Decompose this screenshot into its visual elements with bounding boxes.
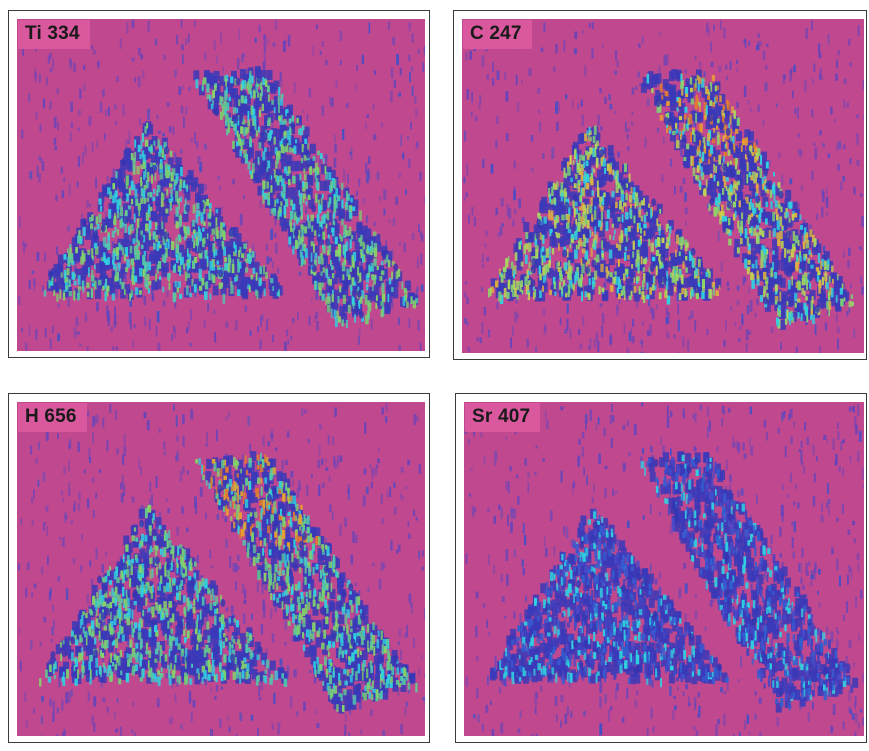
signal-pattern <box>43 66 419 329</box>
panel-label-ti: Ti 334 <box>18 20 90 49</box>
signal-pattern <box>487 451 859 713</box>
map-image-c <box>462 19 864 353</box>
panel-c: C 247 <box>453 10 867 360</box>
elemental-map-ti <box>17 19 425 351</box>
panel-sr: Sr 407 <box>455 393 867 743</box>
panel-label-c: C 247 <box>463 20 532 49</box>
elemental-map-h <box>17 402 425 736</box>
elemental-map-sr <box>464 402 864 736</box>
elemental-map-c <box>462 19 864 353</box>
signal-pattern <box>488 69 854 330</box>
map-image-h <box>17 402 425 736</box>
panel-h: H 656 <box>8 393 430 743</box>
map-image-sr <box>464 402 864 736</box>
signal-pattern <box>39 451 418 714</box>
panel-ti: Ti 334 <box>8 10 430 358</box>
panel-label-h: H 656 <box>18 403 87 432</box>
map-image-ti <box>17 19 425 351</box>
panel-label-sr: Sr 407 <box>465 403 541 432</box>
